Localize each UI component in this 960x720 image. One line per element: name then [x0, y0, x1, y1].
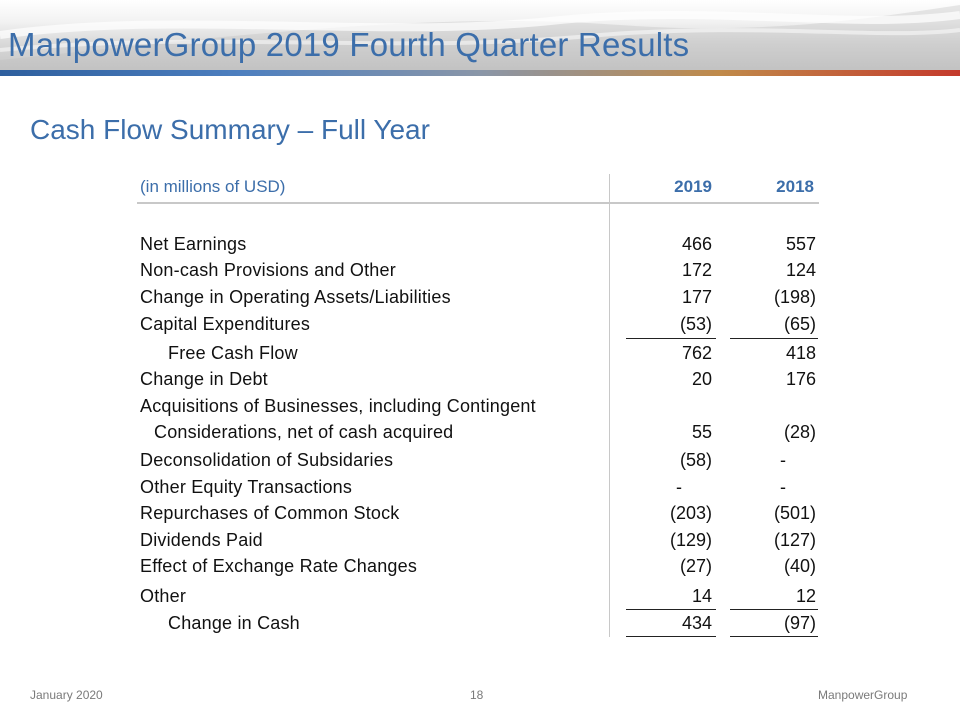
- table-row: Considerations, net of cash acquired 55 …: [0, 422, 960, 446]
- footer-page-number: 18: [470, 688, 484, 702]
- row-label: Dividends Paid: [140, 530, 263, 550]
- value-2019: (203): [669, 503, 712, 523]
- value-2019: 466: [681, 234, 712, 254]
- row-label: Effect of Exchange Rate Changes: [140, 556, 418, 576]
- value-2018: 12: [795, 586, 816, 606]
- table-row: Capital Expenditures (53) (65): [0, 314, 960, 338]
- accent-bar: [0, 70, 960, 76]
- value-2019: 55: [691, 422, 712, 442]
- value-2019: (53): [679, 314, 712, 334]
- value-2018: 557: [785, 234, 816, 254]
- value-2019: 762: [681, 343, 712, 363]
- subtotal-rule-2019: [626, 338, 716, 339]
- table-row: Dividends Paid (129) (127): [0, 530, 960, 554]
- column-header-2019: 2019: [674, 177, 712, 196]
- header-rule: [137, 202, 819, 204]
- row-label: Acquisitions of Businesses, including Co…: [140, 396, 536, 416]
- total-rule-2018: [730, 609, 818, 610]
- subtotal-rule-2018: [730, 338, 818, 339]
- footer-date: January 2020: [30, 688, 103, 702]
- value-2019: -: [676, 477, 682, 497]
- total-rule-2019: [626, 609, 716, 610]
- table-row: Other 14 12: [0, 586, 960, 610]
- table-row: Change in Operating Assets/Liabilities 1…: [0, 287, 960, 311]
- value-2018: (501): [773, 503, 816, 523]
- table-row: Repurchases of Common Stock (203) (501): [0, 503, 960, 527]
- footer-company: ManpowerGroup: [818, 688, 908, 702]
- page-title: ManpowerGroup 2019 Fourth Quarter Result…: [8, 26, 690, 63]
- row-label: Change in Operating Assets/Liabilities: [140, 287, 451, 307]
- column-divider: [609, 174, 610, 637]
- title-banner: ManpowerGroup 2019 Fourth Quarter Result…: [0, 0, 960, 72]
- table-row: Net Earnings 466 557: [0, 234, 960, 258]
- value-2018: -: [780, 477, 786, 497]
- value-2019: 434: [681, 613, 712, 633]
- row-label: Repurchases of Common Stock: [140, 503, 400, 523]
- row-label: Change in Cash: [168, 613, 300, 633]
- value-2018: (40): [783, 556, 816, 576]
- value-2018: 176: [785, 369, 816, 389]
- grand-total-rule-2019: [626, 636, 716, 637]
- table-row: Deconsolidation of Subsidaries (58) -: [0, 450, 960, 474]
- row-label: Other: [140, 586, 187, 606]
- banner-wave-graphic: [0, 5, 960, 72]
- table-row: Non-cash Provisions and Other 172 124: [0, 260, 960, 284]
- column-header-2018: 2018: [776, 177, 814, 196]
- value-2018: (127): [773, 530, 816, 550]
- table-row: Effect of Exchange Rate Changes (27) (40…: [0, 556, 960, 580]
- table-row-total: Change in Cash 434 (97): [0, 613, 960, 637]
- value-2019: (58): [679, 450, 712, 470]
- row-label: Other Equity Transactions: [140, 477, 353, 497]
- value-2018: (198): [773, 287, 816, 307]
- row-label: Change in Debt: [140, 369, 268, 389]
- value-2018: -: [780, 450, 786, 470]
- value-2018: (65): [783, 314, 816, 334]
- table-row: Acquisitions of Businesses, including Co…: [0, 396, 960, 420]
- grand-total-rule-2018: [730, 636, 818, 637]
- value-2018: (97): [783, 613, 816, 633]
- section-subtitle: Cash Flow Summary – Full Year: [30, 114, 430, 145]
- value-2018: (28): [783, 422, 816, 442]
- value-2019: 20: [691, 369, 712, 389]
- row-label: Considerations, net of cash acquired: [154, 422, 454, 442]
- value-2019: 14: [691, 586, 712, 606]
- row-label: Capital Expenditures: [140, 314, 311, 334]
- table-row: Change in Debt 20 176: [0, 369, 960, 393]
- table-row-subtotal: Free Cash Flow 762 418: [0, 343, 960, 367]
- table-row: Other Equity Transactions - -: [0, 477, 960, 501]
- row-label: Non-cash Provisions and Other: [140, 260, 396, 280]
- value-2018: 124: [785, 260, 816, 280]
- unit-label: (in millions of USD): [140, 177, 286, 196]
- value-2019: (27): [679, 556, 712, 576]
- value-2018: 418: [785, 343, 816, 363]
- row-label: Net Earnings: [140, 234, 247, 254]
- value-2019: (129): [669, 530, 712, 550]
- value-2019: 177: [681, 287, 712, 307]
- value-2019: 172: [681, 260, 712, 280]
- row-label: Deconsolidation of Subsidaries: [140, 450, 394, 470]
- row-label: Free Cash Flow: [168, 343, 298, 363]
